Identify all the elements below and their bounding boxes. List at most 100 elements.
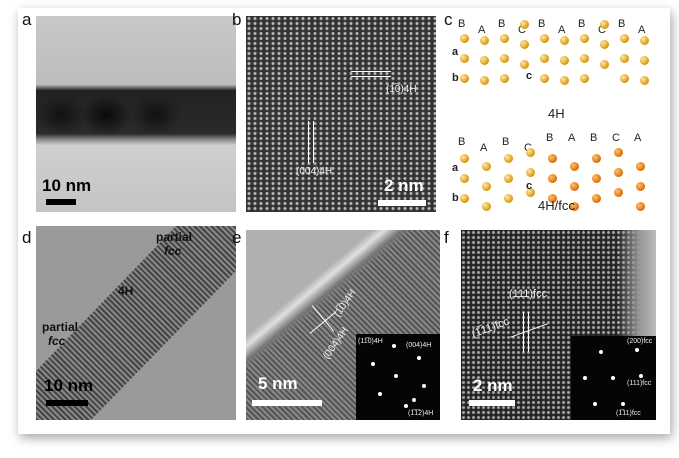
atom [482,162,491,171]
fft-label: (004)4H [406,342,432,349]
axis-label: b [452,72,459,84]
atom [540,54,549,63]
atom [460,74,469,83]
atom [500,34,509,43]
scale-bar-label: 2 nm [384,176,424,195]
layer-label: B [538,18,546,30]
atom [540,34,549,43]
panel-e-label: e [232,228,242,247]
atom [620,34,629,43]
layer-label: C [598,24,606,36]
atom [460,174,469,183]
atom [480,76,489,85]
layer-label: B [546,132,554,144]
layer-label: A [478,24,486,36]
atom [548,194,557,203]
scale-bar [378,200,426,206]
atom [600,20,609,29]
panel-a-label: a [22,10,32,29]
atom [600,40,609,49]
atom [580,74,589,83]
atom [614,188,623,197]
axis-label: a [452,162,459,174]
panel-e-image: (1̅0)4H (004)4H (11̅0)4H (004)4H (1̅1̅2)… [246,230,440,420]
layer-label: C [518,24,526,36]
panel-d-image: partial fcc 4H partial fcc 10 nm [36,226,236,420]
atom [526,188,535,197]
atom [520,20,529,29]
atom [482,182,491,191]
atom [540,74,549,83]
panel-b-image: (1̅0)4H (004)4H 2 nm [246,16,436,212]
atom [570,182,579,191]
label-partial: partial [156,230,193,244]
atom [500,54,509,63]
atom [592,154,601,163]
layer-label: A [558,24,566,36]
layer-label: B [498,18,506,30]
plane-label: (1̅0)4H [386,84,417,95]
plane-label: (1̅0)4H [332,287,359,320]
fft-inset: (11̅0)4H (004)4H (1̅1̅2)4H [356,334,440,420]
atom [570,202,579,211]
label-4h: 4H [118,284,134,298]
atom [560,36,569,45]
atom [640,56,649,65]
axis-label: b [452,192,459,204]
atom [620,74,629,83]
atom [520,40,529,49]
layer-label: C [612,132,620,144]
atom [560,76,569,85]
fft-inset: (200)fcc (111)fcc (1̅11)fcc [571,336,656,420]
fft-label: (1̅11)fcc [616,410,641,417]
atom [592,194,601,203]
layer-label: A [480,142,488,154]
atom [636,162,645,171]
atom [460,34,469,43]
scale-bar [46,199,76,205]
atom [460,154,469,163]
axis-label: c [526,70,533,82]
panel-c-label: c [444,10,453,29]
scale-bar-label: 5 nm [258,374,298,393]
panel-b-label: b [232,10,242,29]
panel-d-label: d [22,228,32,247]
plane-label: (111)fcc [509,288,548,300]
layer-label: B [458,18,466,30]
atom [504,194,513,203]
atom [526,148,535,157]
plane-label: (1̅11)fcc [470,315,511,341]
layer-label: B [590,132,598,144]
panel-f-label: f [444,228,449,247]
scale-bar-label: 10 nm [44,376,94,395]
atom [520,60,529,69]
fft-label: (1̅1̅2)4H [408,410,434,417]
layer-label: B [618,18,626,30]
scale-bar [252,400,322,406]
atom [614,148,623,157]
atom [592,174,601,183]
scale-bar-label: 2 nm [473,376,513,395]
scale-bar-label: 10 nm [42,176,92,195]
atom [480,36,489,45]
atom [480,56,489,65]
layer-label: A [634,132,642,144]
plane-label: (004)4H [296,166,333,177]
atom [526,168,535,177]
scale-bar [46,400,88,406]
atom [504,154,513,163]
atom [500,74,509,83]
fft-label: (200)fcc [627,338,653,345]
atom [570,162,579,171]
plane-label: (004)4H [321,325,351,362]
label-fcc: fcc [48,334,66,348]
axis-label: c [526,180,533,192]
atom [482,202,491,211]
atom [460,194,469,203]
atom [620,54,629,63]
panel-a-image: 10 nm [36,16,236,212]
layer-label: A [568,132,576,144]
atom [580,54,589,63]
panel-f-image: (111)fcc (1̅11)fcc (200)fcc (111)fcc (1̅… [461,230,656,420]
atom [504,174,513,183]
